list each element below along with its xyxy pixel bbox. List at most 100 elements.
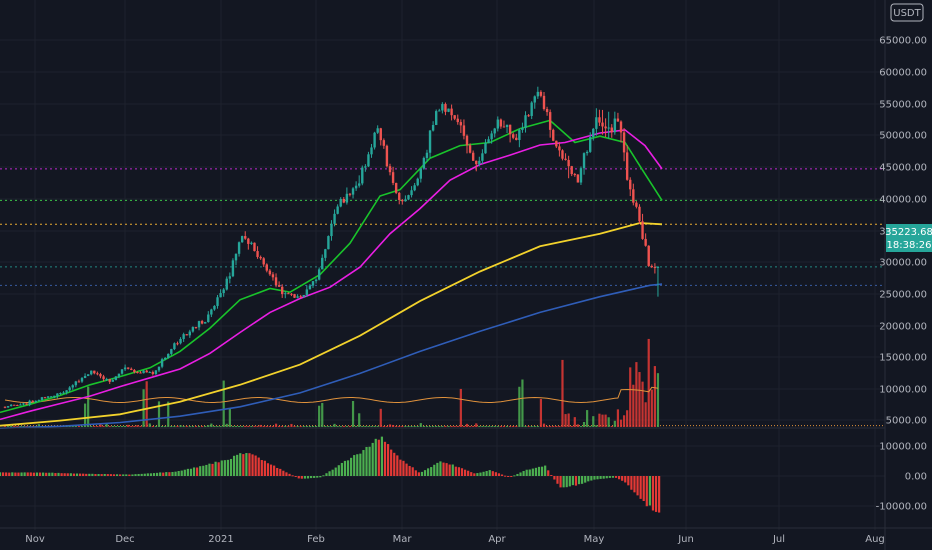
candle-body xyxy=(358,183,361,186)
oscillator-bar xyxy=(254,455,257,476)
volume-bar xyxy=(296,426,299,427)
candle-body xyxy=(65,390,68,393)
volume-bar xyxy=(626,410,629,427)
candle-body xyxy=(281,286,284,295)
candle-body xyxy=(435,111,438,125)
candle-body xyxy=(533,96,536,103)
candle-body xyxy=(330,223,333,237)
currency-button[interactable] xyxy=(890,3,924,22)
oscillator-bar xyxy=(17,472,20,476)
oscillator-bar xyxy=(257,457,260,476)
oscillator-bar xyxy=(162,472,165,476)
oscillator-bar xyxy=(202,465,205,476)
price-tick-label: 10000.00 xyxy=(879,385,927,396)
candle-body xyxy=(370,147,373,155)
candle-body xyxy=(114,376,118,380)
volume-bar xyxy=(247,426,250,427)
volume-bar xyxy=(518,386,521,427)
candle-body xyxy=(367,154,370,167)
candle-body xyxy=(419,168,422,179)
volume-bar xyxy=(622,415,626,427)
volume-bar xyxy=(465,423,469,427)
oscillator-bar xyxy=(260,460,263,476)
volume-bar xyxy=(459,388,462,427)
candle-body xyxy=(244,236,247,239)
price-tick-label: 40000.00 xyxy=(879,195,927,206)
oscillator-bar xyxy=(180,470,183,476)
oscillator-bar xyxy=(316,476,319,478)
oscillator-bar xyxy=(220,460,223,476)
candle-body xyxy=(277,285,281,287)
candle-body xyxy=(450,108,453,116)
candle-body xyxy=(388,166,392,173)
volume-bar xyxy=(358,413,361,427)
volume-bar xyxy=(570,426,573,427)
candle-body xyxy=(185,334,188,336)
oscillator-bar xyxy=(516,473,519,476)
oscillator-bar xyxy=(374,438,377,476)
candle-body xyxy=(502,126,506,128)
volume-bar xyxy=(305,426,308,427)
volume-bar xyxy=(450,426,453,427)
oscillator-bar xyxy=(593,476,596,480)
volume-bar xyxy=(176,426,179,427)
volume-bar xyxy=(250,426,253,427)
candle-body xyxy=(459,122,463,126)
volume-bar xyxy=(509,426,512,427)
oscillator-bar xyxy=(26,472,29,476)
candle-body xyxy=(619,121,623,133)
candle-body xyxy=(496,119,499,129)
oscillator-bar xyxy=(531,468,534,476)
oscillator-bar xyxy=(119,474,122,476)
volume-bar xyxy=(318,405,321,427)
volume-bar xyxy=(653,366,656,427)
bar-countdown: 18:38:26 xyxy=(887,240,932,251)
oscillator-bar xyxy=(66,473,69,476)
oscillator-bar xyxy=(8,472,11,476)
oscillator-bar xyxy=(617,476,621,480)
candle-body xyxy=(240,236,244,243)
volume-bar xyxy=(555,426,558,427)
volume-bar xyxy=(6,426,10,427)
candle-body xyxy=(508,124,512,135)
oscillator-bar xyxy=(590,476,593,481)
candle-body xyxy=(197,321,201,328)
price-badge-box xyxy=(886,224,932,252)
oscillator-bar xyxy=(642,476,645,502)
volume-bar xyxy=(391,424,395,427)
candle-body xyxy=(398,192,401,200)
volume-bar xyxy=(197,426,201,427)
oscillator-bar xyxy=(396,455,399,476)
candle-body xyxy=(22,403,25,405)
candle-body xyxy=(650,265,653,268)
candle-body xyxy=(585,151,589,154)
candle-body xyxy=(536,91,540,97)
oscillator-bar xyxy=(500,474,504,476)
candle-body xyxy=(62,392,65,394)
candle-body xyxy=(207,314,210,323)
volume-bar xyxy=(530,426,533,427)
oscillator-bar xyxy=(45,472,48,476)
volume-bar xyxy=(616,409,620,427)
candle-body xyxy=(77,381,81,383)
volume-bar xyxy=(336,426,339,427)
candle-body xyxy=(46,396,50,398)
candle-body xyxy=(179,338,182,344)
candle-body xyxy=(462,125,466,136)
oscillator-bar xyxy=(297,476,300,479)
candle-body xyxy=(265,264,268,271)
volume-bar xyxy=(241,426,244,427)
volume-bar xyxy=(308,426,312,427)
candle-body xyxy=(422,157,426,169)
oscillator-bar xyxy=(630,476,633,490)
candle-body xyxy=(598,117,601,123)
oscillator-bar xyxy=(636,476,639,496)
oscillator-bar xyxy=(183,469,186,476)
candle-body xyxy=(3,406,7,408)
volume-bar xyxy=(139,426,142,427)
oscillator-bar xyxy=(319,476,322,478)
volume-bar xyxy=(348,426,352,427)
candle-body xyxy=(548,112,552,130)
candle-body xyxy=(570,166,573,175)
